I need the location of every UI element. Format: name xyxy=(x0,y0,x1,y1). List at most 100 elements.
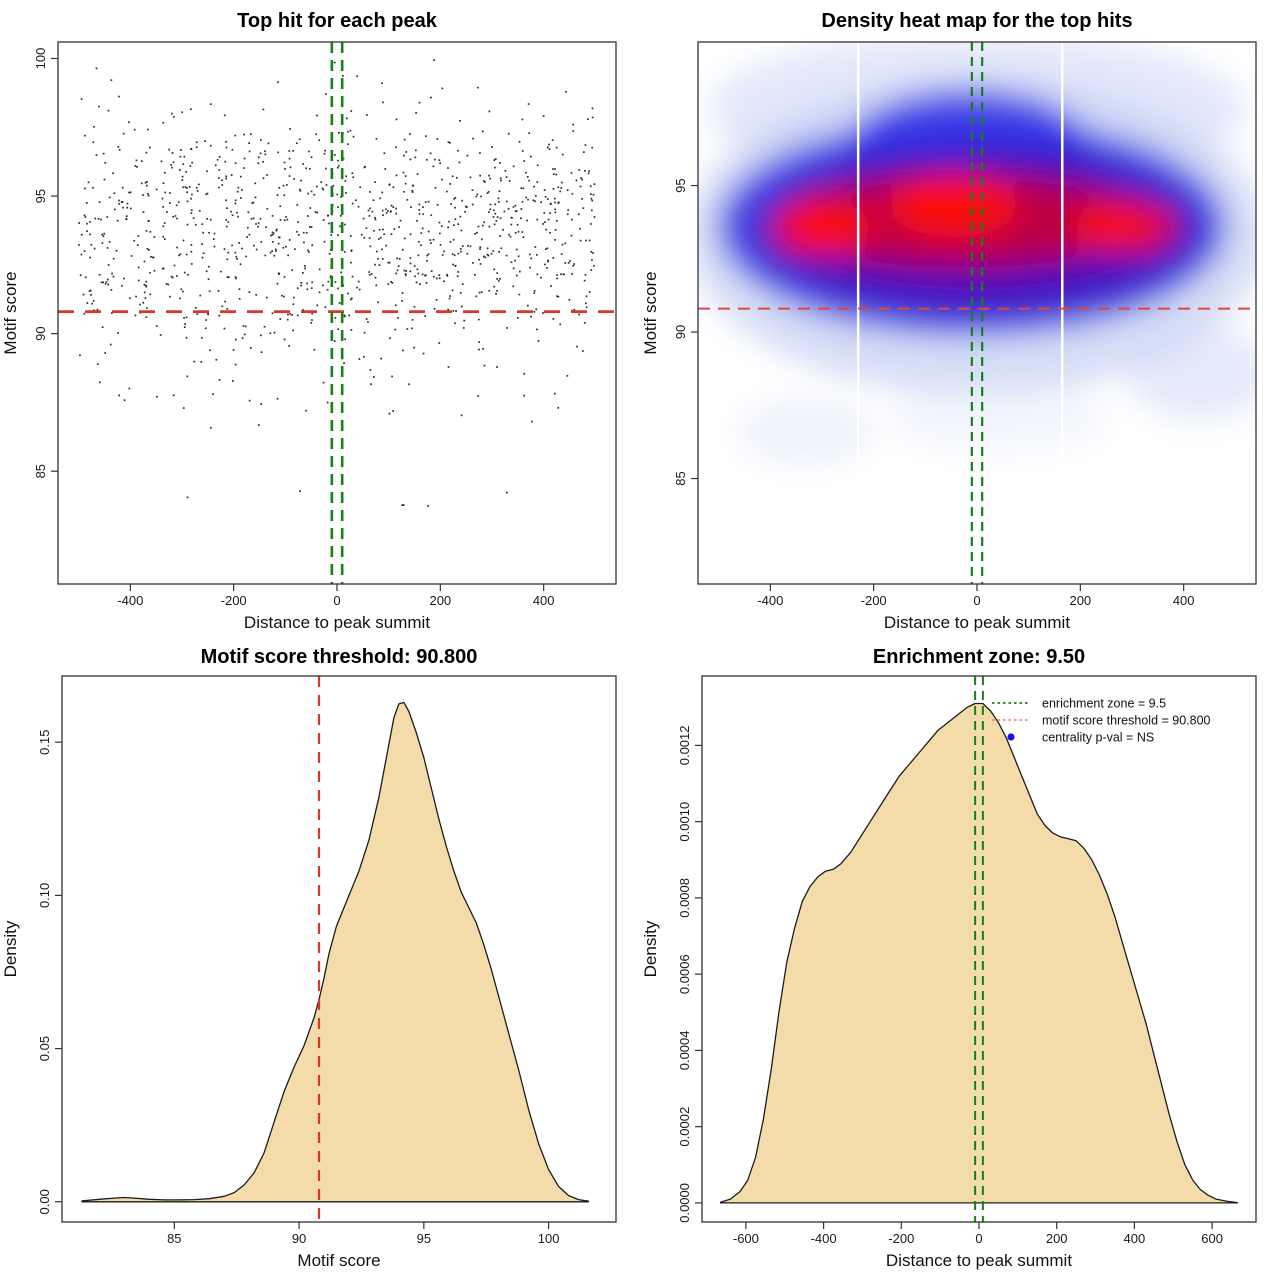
data-point xyxy=(369,245,372,248)
data-point xyxy=(171,276,174,279)
data-point xyxy=(140,160,143,162)
data-point xyxy=(459,248,462,250)
data-point xyxy=(552,257,555,259)
data-point xyxy=(315,133,318,136)
data-point xyxy=(225,199,227,202)
data-point xyxy=(257,222,260,224)
data-point xyxy=(362,217,365,220)
data-point xyxy=(269,332,272,335)
data-point xyxy=(418,212,421,215)
data-point xyxy=(116,219,119,222)
data-point xyxy=(184,323,186,325)
data-point xyxy=(263,325,266,328)
data-point xyxy=(556,220,558,222)
data-point xyxy=(438,277,441,280)
data-point xyxy=(547,218,550,221)
data-point xyxy=(287,254,289,257)
data-point xyxy=(282,184,285,187)
data-point xyxy=(481,238,483,241)
data-point xyxy=(533,310,536,313)
data-point xyxy=(395,207,398,210)
density-blob xyxy=(1126,326,1256,420)
data-point xyxy=(223,114,226,117)
data-point xyxy=(286,318,289,321)
data-point xyxy=(121,284,123,287)
data-point xyxy=(559,190,562,193)
data-point xyxy=(205,270,208,273)
data-point xyxy=(126,206,129,209)
data-point xyxy=(561,243,564,246)
data-point xyxy=(136,244,139,246)
data-point xyxy=(121,186,124,189)
data-point xyxy=(347,292,349,295)
data-point xyxy=(403,237,406,240)
data-point xyxy=(186,223,189,226)
data-point xyxy=(395,146,397,149)
data-point xyxy=(553,197,556,200)
data-point xyxy=(134,165,137,167)
data-point xyxy=(221,305,224,308)
data-point xyxy=(503,210,506,213)
data-point xyxy=(225,225,228,228)
x-axis-label: Distance to peak summit xyxy=(886,1251,1072,1270)
data-point xyxy=(248,150,251,153)
data-point xyxy=(414,156,417,159)
data-point xyxy=(357,205,360,208)
data-point xyxy=(469,245,472,248)
data-point xyxy=(299,188,301,191)
data-point xyxy=(450,203,452,205)
data-point xyxy=(264,150,266,153)
data-point xyxy=(201,256,204,259)
data-point xyxy=(360,233,363,236)
data-point xyxy=(291,269,294,271)
data-point xyxy=(522,236,525,238)
data-point xyxy=(529,253,531,256)
data-point xyxy=(181,111,183,114)
data-point xyxy=(259,217,262,220)
data-point xyxy=(86,230,88,232)
data-point xyxy=(523,394,526,397)
data-point xyxy=(373,376,375,378)
data-point xyxy=(86,222,88,225)
data-point xyxy=(543,212,546,214)
data-point xyxy=(459,215,462,218)
data-point xyxy=(499,235,501,237)
data-point xyxy=(471,189,474,191)
data-point xyxy=(83,312,86,315)
data-point xyxy=(479,174,481,177)
data-point xyxy=(350,329,353,331)
data-point xyxy=(449,142,451,144)
data-point xyxy=(173,116,175,118)
data-point xyxy=(544,263,546,266)
data-point xyxy=(495,293,497,295)
data-point xyxy=(427,230,430,233)
data-point xyxy=(187,273,189,276)
data-point xyxy=(560,253,563,255)
data-point xyxy=(182,239,185,242)
data-point xyxy=(580,177,582,179)
data-point xyxy=(190,148,193,151)
data-point xyxy=(370,383,372,386)
data-point xyxy=(460,229,463,232)
data-point xyxy=(377,257,379,260)
data-point xyxy=(218,186,220,189)
data-point xyxy=(271,312,274,315)
data-point xyxy=(591,146,593,149)
data-point xyxy=(283,276,286,278)
data-point xyxy=(350,110,353,112)
data-point xyxy=(255,248,258,251)
data-point xyxy=(235,255,238,258)
data-point xyxy=(493,209,495,212)
data-point xyxy=(481,224,484,227)
data-point xyxy=(578,169,581,171)
data-point xyxy=(434,158,436,161)
data-point xyxy=(183,317,185,319)
data-point xyxy=(410,206,412,208)
data-point xyxy=(207,278,210,281)
data-point xyxy=(403,269,406,272)
data-point xyxy=(430,214,433,217)
data-point xyxy=(316,114,318,117)
data-point xyxy=(529,266,531,269)
data-point xyxy=(84,187,86,190)
data-point xyxy=(323,240,326,243)
